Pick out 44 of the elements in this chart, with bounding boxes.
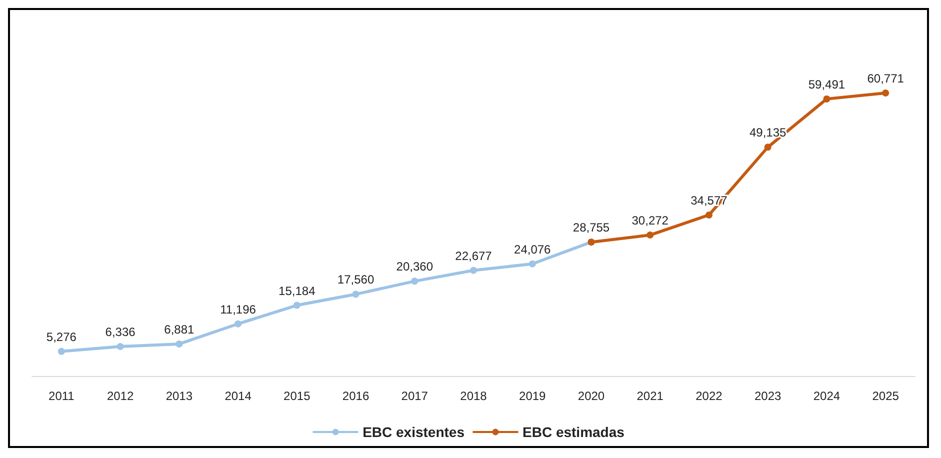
point [176, 340, 183, 348]
data-label: 28,755 [572, 220, 610, 235]
data-label: 60,771 [867, 71, 904, 86]
x-tick-label: 2022 [696, 389, 723, 403]
data-label: 22,677 [455, 248, 492, 263]
x-tick-label: 2013 [166, 389, 193, 403]
x-tick-label: 2016 [342, 389, 370, 403]
x-tick-label: 2020 [578, 389, 605, 403]
data-label: 6,881 [164, 322, 195, 336]
point [352, 290, 360, 298]
x-tick-label: 2014 [224, 389, 252, 403]
point [411, 278, 418, 285]
x-tick-label: 2015 [284, 389, 311, 403]
x-tick-label: 2017 [401, 389, 428, 403]
data-label: 15,184 [278, 284, 316, 298]
point [528, 260, 536, 268]
x-tick-label: 2024 [813, 389, 840, 403]
data-label: 30,272 [632, 214, 669, 228]
point [58, 348, 65, 355]
point [823, 95, 830, 102]
point [764, 144, 772, 151]
point [293, 302, 300, 309]
data-label: 6,336 [105, 324, 136, 339]
point [646, 232, 654, 239]
data-label: 24,076 [514, 242, 552, 256]
x-tick-label: 2023 [754, 389, 782, 403]
data-label: 17,560 [337, 272, 374, 287]
point [234, 320, 242, 328]
x-tick-label: 2019 [519, 389, 546, 403]
x-tick-label: 2025 [872, 389, 900, 403]
point [470, 266, 477, 274]
x-tick-label: 2011 [48, 389, 75, 403]
data-label: 20,360 [396, 260, 434, 274]
x-tick-label: 2012 [106, 389, 134, 403]
data-label: 11,196 [220, 302, 256, 316]
data-label: 5,276 [46, 330, 77, 344]
legend-label: EBC existentes [362, 424, 465, 440]
legend-label: EBC estimadas [522, 424, 625, 440]
point [705, 211, 712, 218]
x-tick-label: 2018 [460, 389, 488, 403]
point [882, 89, 890, 96]
x-tick-label: 2021 [636, 389, 664, 403]
data-label: 59,491 [808, 77, 846, 92]
point [116, 342, 124, 350]
